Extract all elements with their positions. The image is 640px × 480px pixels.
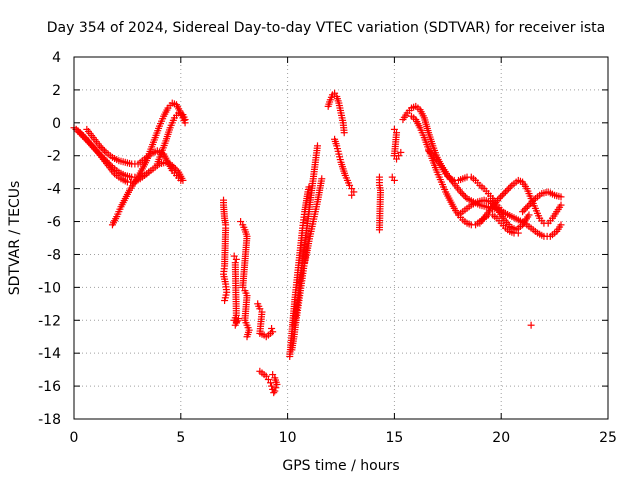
y-tick-label: 2: [52, 83, 61, 99]
data-point: [243, 333, 251, 341]
data-point-dense: [460, 191, 468, 199]
data-point: [487, 198, 495, 206]
chart-title: Day 354 of 2024, Sidereal Day-to-day VTE…: [47, 20, 605, 36]
y-tick-label: -14: [38, 346, 61, 362]
data-point-dense: [458, 190, 466, 198]
data-point: [314, 142, 322, 150]
data-point-dense: [426, 148, 434, 156]
data-point-dense: [461, 193, 469, 201]
y-tick-label: -16: [38, 379, 61, 395]
data-point-dense: [523, 203, 531, 211]
y-tick-label: -12: [38, 313, 61, 329]
data-point-dense: [74, 127, 82, 135]
data-point: [96, 142, 104, 150]
data-point-dense: [428, 150, 436, 158]
data-point: [557, 201, 565, 209]
y-tick-label: 4: [52, 50, 61, 66]
data-point-dense: [522, 204, 530, 212]
data-point-dense: [497, 193, 505, 201]
data-point: [525, 201, 533, 209]
y-tick-label: -18: [38, 412, 61, 428]
data-point-dense: [99, 145, 107, 153]
data-point-dense: [90, 144, 98, 151]
data-point: [495, 195, 503, 203]
y-tick-label: -6: [47, 215, 61, 231]
data-point-dense: [429, 152, 437, 160]
data-point: [457, 188, 465, 196]
data-point: [557, 193, 565, 201]
data-point: [527, 321, 535, 329]
y-axis-title: SDTVAR / TECUs: [7, 181, 23, 296]
data-point: [270, 389, 278, 397]
data-point-dense: [527, 199, 535, 207]
data-point: [221, 297, 229, 305]
y-tick-label: -8: [47, 247, 61, 263]
data-point-dense: [77, 130, 85, 138]
data-point: [397, 148, 405, 156]
data-point-dense: [88, 142, 96, 150]
data-point-dense: [503, 186, 511, 194]
data-point: [177, 176, 185, 184]
data-point: [79, 132, 87, 140]
data-point: [501, 188, 509, 196]
data-point-dense: [530, 196, 538, 204]
data-point: [305, 183, 313, 191]
x-axis-tick-labels: 0 5 10 15 20 25: [70, 430, 617, 446]
data-point: [519, 208, 527, 216]
data-point: [269, 328, 277, 336]
data-point: [269, 371, 277, 379]
data-point: [318, 175, 326, 183]
y-tick-label: -2: [47, 149, 61, 165]
data-point: [525, 211, 533, 219]
x-tick-label: 10: [279, 430, 297, 446]
y-tick-label: -4: [47, 182, 61, 198]
data-points: [70, 89, 565, 397]
data-point: [268, 325, 276, 332]
data-point-dense: [87, 140, 95, 148]
data-point-dense: [97, 144, 105, 151]
y-axis-tick-labels: -18 -16 -14 -12 -10 -8 -6 -4 -2 0 2 4: [38, 50, 61, 428]
x-tick-label: 25: [599, 430, 617, 446]
data-point: [348, 191, 356, 199]
data-point-dense: [82, 135, 90, 143]
axis-ticks: [73, 56, 609, 420]
data-point-dense: [500, 190, 508, 198]
x-tick-label: 5: [176, 430, 185, 446]
y-tick-label: 0: [52, 116, 61, 132]
data-point: [181, 116, 189, 124]
data-point-dense: [505, 185, 513, 193]
data-point: [232, 255, 240, 263]
x-tick-label: 0: [70, 430, 79, 446]
x-tick-label: 15: [385, 430, 403, 446]
data-point: [425, 147, 433, 155]
data-point-dense: [80, 134, 88, 142]
data-point: [231, 321, 239, 329]
data-point: [375, 226, 383, 234]
data-point-dense: [75, 129, 83, 137]
x-tick-label: 20: [492, 430, 510, 446]
data-point: [340, 129, 348, 137]
x-axis-title: GPS time / hours: [282, 458, 399, 474]
data-point: [271, 387, 279, 395]
data-point-dense: [528, 198, 536, 206]
data-point-dense: [506, 183, 514, 191]
grid-lines: [74, 57, 608, 419]
data-point-dense: [498, 191, 506, 199]
plot-frame: [73, 56, 609, 420]
data-point: [268, 382, 276, 390]
data-point: [85, 139, 93, 147]
data-point-dense: [520, 206, 528, 214]
y-tick-label: -10: [38, 280, 61, 296]
data-point: [390, 176, 398, 184]
data-point-dense: [83, 137, 91, 145]
data-point-dense: [100, 147, 108, 155]
data-point: [557, 221, 565, 229]
